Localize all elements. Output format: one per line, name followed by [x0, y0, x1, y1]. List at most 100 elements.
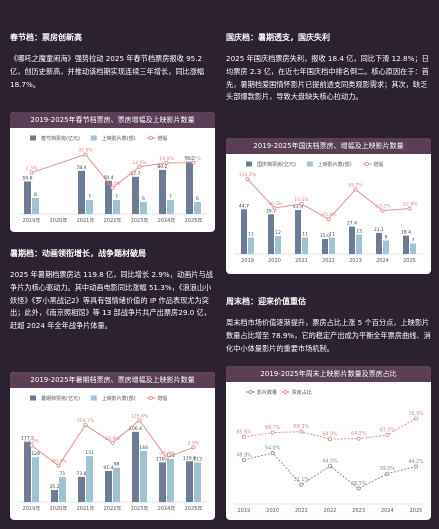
point-label-spring-growth-2: 32.6% [78, 147, 93, 153]
bar-summer-box-office-2 [78, 476, 85, 502]
summer-chart-card: 2019-2025年暑期档票房、票房增幅及上映影片数量 暑期档票房(亿元) 上映影… [10, 372, 215, 520]
x-tick-spring-5: 2024年 [158, 217, 176, 224]
point-label-summer-growth-5: -43.6% [158, 451, 175, 457]
summer-section: 暑期档：动画领衔增长，战争题材破局 2025 年暑期档票房达 119.8 亿，同… [10, 248, 215, 333]
summer-chart-title: 2019-2025年暑期档票房、票房增幅及上映影片数量 [10, 372, 215, 388]
bar-summer-films-0 [32, 457, 39, 502]
x-tick-spring-4: 2023年 [131, 217, 149, 224]
bar-national-box-office-5 [376, 232, 382, 254]
bar-label-spring-box-office-2: 78.4 [76, 165, 86, 171]
line-spring-growth [31, 153, 194, 189]
bar-national-box-office-1 [268, 214, 274, 254]
national-title: 国庆档：暑期透支，国庆失利 [226, 33, 330, 42]
x-tick-spring-2: 2021年 [77, 217, 95, 224]
bar-national-films-3 [329, 237, 335, 254]
bar-spring-box-office-3 [105, 180, 112, 214]
x-tick-weekend-3: 2022 [324, 508, 337, 514]
point-spring-growth-4 [137, 164, 142, 169]
point-label-weekend-1-3: 44.5% [322, 459, 338, 465]
bar-label-summer-box-office-2: 73.8 [76, 471, 86, 477]
weekend-body: 周末档市场价值逐渐提升，票房占比上涨 5 个百分点，上映影片数量占比增至 78.… [226, 318, 431, 353]
point-label-weekend-1-1: 54.0% [265, 445, 281, 451]
legend-label-2: 增幅 [157, 395, 167, 402]
point-label-spring-growth-0: 2.3% [26, 166, 38, 172]
summer-title: 暑期档：动画领衔增长，战争题材破局 [10, 249, 146, 258]
point-weekend-1-2 [299, 482, 304, 487]
bar-national-box-office-3 [322, 239, 328, 254]
legend-label-1: 上映影片数(部) [102, 395, 136, 402]
legend-swatch-0 [246, 161, 252, 167]
bar-label-national-box-office-6: 18.4 [401, 230, 411, 236]
point-national-growth-6 [407, 206, 412, 211]
bar-summer-box-office-5 [159, 462, 166, 502]
point-label-weekend-1-2: 31.1% [294, 477, 310, 483]
summer-chart: 暑期档票房(亿元) 上映影片数(部) 增幅 177.5 128 2019年 35.2 71 20… [18, 395, 207, 512]
legend-label-0: 暑期档票房(亿元) [41, 395, 80, 402]
point-national-growth-5 [380, 208, 385, 213]
point-label-weekend-0-4: 64.3% [351, 431, 367, 437]
point-label-summer-growth-6: 2.9% [188, 440, 200, 446]
national-section: 国庆档：暑期透支，国庆失利 2025 年国庆档票房失利，报收 18.4 亿，同比… [226, 32, 431, 104]
legend-label-1: 上映影片数(部) [318, 161, 352, 168]
bar-label-summer-box-office-1: 35.2 [49, 484, 59, 490]
bar-summer-box-office-3 [105, 470, 112, 502]
point-label-weekend-0-1: 68.7% [265, 425, 281, 431]
bar-national-films-0 [248, 237, 254, 254]
bar-label-spring-box-office-5: 80.2 [157, 164, 167, 170]
bar-label-summer-films-2: 131 [85, 450, 94, 456]
x-tick-spring-1: 2020年 [50, 217, 68, 224]
bar-spring-box-office-2 [78, 170, 85, 214]
x-tick-spring-3: 2022年 [104, 217, 122, 224]
spring-chart-title: 2019-2025年春节档票房、票房增幅及上映影片数量 [10, 112, 215, 128]
bar-label-summer-films-6: 113 [193, 456, 202, 462]
legend-label-0: 春节档票房(亿元) [41, 135, 80, 142]
point-weekend-1-5 [385, 471, 390, 476]
legend-swatch-0 [30, 395, 36, 401]
legend-swatch-dot-0 [248, 389, 253, 394]
point-label-weekend-0-6: 78.9% [408, 411, 424, 417]
bar-label-spring-films-6: 6 [196, 196, 199, 202]
point-label-national-growth-2: 10.5% [294, 197, 309, 203]
legend-label-1: 上映影片数(部) [102, 135, 136, 142]
legend-swatch-1 [90, 135, 97, 141]
bar-label-national-films-3: 11 [329, 232, 335, 238]
point-label-national-growth-5: -23.1% [374, 204, 391, 210]
bar-national-box-office-2 [295, 210, 301, 254]
weekend-title: 周末档：迎来价值重估 [226, 297, 306, 306]
bar-label-summer-box-office-4: 206.4 [129, 426, 142, 432]
point-weekend-0-5 [385, 432, 390, 437]
point-label-weekend-1-5: 39.0% [380, 466, 396, 472]
x-tick-national-1: 2020 [268, 258, 281, 264]
bar-label-summer-films-0: 128 [31, 451, 40, 457]
bar-spring-box-office-4 [132, 176, 139, 214]
bar-label-national-films-2: 11 [302, 232, 308, 238]
point-weekend-0-2 [299, 429, 304, 434]
bar-label-national-box-office-2: 43.9 [293, 204, 303, 210]
legend-swatch-0 [30, 135, 36, 141]
bar-summer-films-2 [86, 456, 93, 502]
point-label-weekend-1-6: 44.2% [408, 459, 424, 465]
right-column: 国庆档：暑期透支，国庆失利 2025 年国庆档票房失利，报收 18.4 亿，同比… [226, 0, 431, 529]
bar-summer-films-3 [113, 467, 120, 502]
bar-label-national-box-office-4: 27.4 [347, 221, 357, 227]
x-tick-national-4: 2023 [349, 258, 362, 264]
bar-national-box-office-0 [241, 209, 247, 254]
bar-summer-films-1 [59, 477, 66, 502]
bar-label-spring-films-4: 6 [142, 196, 145, 202]
bar-spring-films-3 [113, 200, 120, 214]
point-label-weekend-0-2: 69.3% [294, 424, 310, 430]
point-label-spring-growth-3: -23.0% [104, 181, 121, 187]
spring-section: 春节档：票房创新高 《哪吒之魔童闹海》强势拉动 2025 年春节档票房报收 95… [10, 32, 215, 91]
x-tick-spring-0: 2019年 [23, 217, 41, 224]
bar-national-films-4 [356, 234, 362, 254]
point-national-growth-0 [245, 177, 250, 182]
point-label-summer-growth-0: 12.2% [24, 438, 39, 444]
left-column: 春节档：票房创新高 《哪吒之魔童闹海》强势拉动 2025 年春节档票房报收 95… [10, 0, 215, 529]
point-label-national-growth-4: 82.7% [348, 182, 363, 188]
legend-label-0: 影片数量 [257, 389, 277, 396]
x-tick-national-0: 2019 [241, 258, 254, 264]
point-weekend-1-0 [241, 457, 246, 462]
x-tick-summer-1: 2020年 [50, 505, 68, 512]
bar-summer-box-office-1 [51, 490, 58, 502]
national-body: 2025 年国庆档票房失利，报收 18.4 亿，同比下滑 12.8%；日均票房 … [226, 54, 429, 102]
